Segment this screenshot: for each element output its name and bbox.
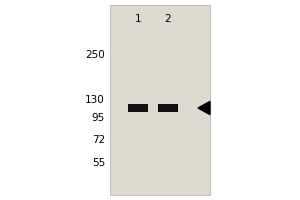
Text: 130: 130: [85, 95, 105, 105]
Text: 72: 72: [92, 135, 105, 145]
Text: 250: 250: [85, 50, 105, 60]
Text: 1: 1: [135, 14, 141, 24]
Text: 55: 55: [92, 158, 105, 168]
Text: 2: 2: [165, 14, 171, 24]
Bar: [128, 104, 148, 112]
Bar: [110, 5, 210, 195]
Text: 95: 95: [92, 113, 105, 123]
Bar: [158, 104, 178, 112]
Polygon shape: [198, 101, 210, 115]
